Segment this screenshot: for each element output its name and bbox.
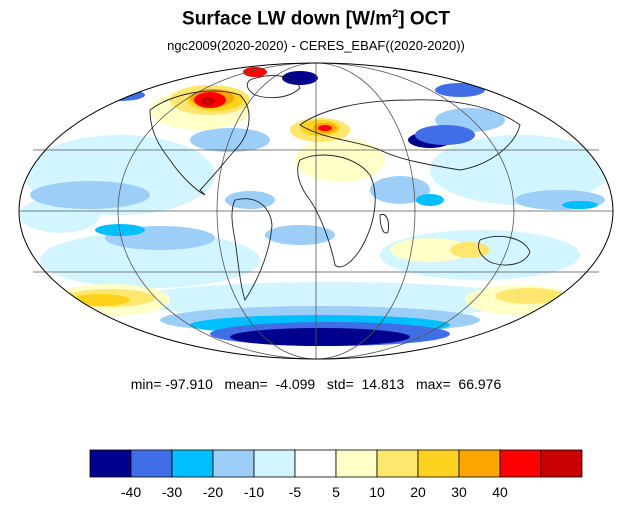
colorbar-swatch	[212, 449, 255, 478]
colorbar-swatch	[130, 449, 173, 478]
colorbar-label: -5	[289, 484, 302, 500]
title-end: ] OCT	[398, 8, 450, 30]
colorbar-label: 30	[451, 484, 467, 500]
map-title: Surface LW down [W/m2] OCT	[0, 8, 632, 30]
colorbar-label: 5	[332, 484, 340, 500]
colorbar-swatch	[499, 449, 542, 478]
coastlines	[149, 75, 531, 302]
colorbar-swatch	[335, 449, 378, 478]
colorbar-label: -10	[244, 484, 264, 500]
colorbar-swatch	[376, 449, 419, 478]
colorbar-label: 40	[492, 484, 508, 500]
colorbar-swatch	[253, 449, 296, 478]
colorbar-swatch	[540, 449, 583, 478]
title-main: Surface LW down [W/m	[182, 8, 393, 30]
colorbar-label: -30	[162, 484, 182, 500]
mollweide-map	[18, 62, 614, 360]
colorbar-swatch	[417, 449, 460, 478]
colorbar-swatch	[458, 449, 501, 478]
colorbar: -40 -30 -20 -10 -5 5 10 20 30 40	[89, 449, 583, 500]
colorbar-swatch	[294, 449, 337, 478]
title-superscript: 2	[392, 8, 399, 20]
colorbar-swatch	[171, 449, 214, 478]
colorbar-label: 20	[410, 484, 426, 500]
colorbar-label: 10	[369, 484, 385, 500]
statistics-line: min= -97.910 mean= -4.099 std= 14.813 ma…	[130, 376, 502, 392]
map-subtitle: ngc2009(2020-2020) - CERES_EBAF((2020-20…	[167, 38, 465, 53]
colorbar-swatch	[89, 449, 132, 478]
colorbar-label: -40	[121, 484, 141, 500]
colorbar-label: -20	[203, 484, 223, 500]
map-border	[18, 62, 614, 360]
